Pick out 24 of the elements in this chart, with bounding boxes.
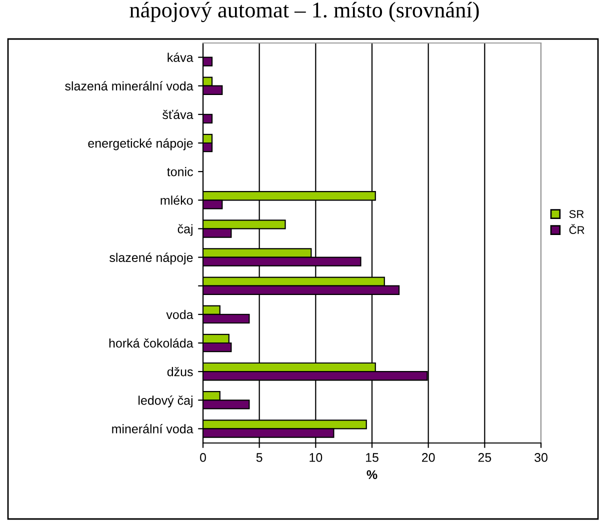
y-tick-label: ledový čaj (138, 396, 192, 408)
x-tick-label: 5 (256, 453, 262, 462)
y-tick-label: voda (166, 310, 194, 320)
x-tick-label: 0 (200, 453, 206, 462)
x-tick-label: 15 (366, 453, 378, 462)
x-tick-label: 25 (478, 453, 492, 462)
y-tick-label: káva (168, 52, 194, 62)
y-tick-label: horká čokoláda (109, 338, 194, 348)
x-tick-label: 30 (534, 453, 548, 462)
chart-title: nápojový automat – 1. místo (srovnání) (130, 2, 479, 22)
y-tick-label: slazené nápoje (110, 252, 193, 264)
legend-label: SR (569, 210, 584, 218)
x-tick-label: 10 (310, 453, 322, 462)
y-tick-label: energetické nápoje (88, 138, 193, 150)
y-tick-label: mléko (160, 195, 193, 205)
x-axis-title: % (366, 470, 378, 480)
y-tick-label: tonic (167, 167, 193, 176)
y-tick-label: minerální voda (112, 424, 194, 434)
y-tick-label: čaj (178, 224, 192, 236)
y-tick-label: šťáva (162, 110, 194, 120)
x-tick-label: 20 (422, 453, 435, 462)
y-tick-label: džus (167, 367, 193, 376)
legend-label: ČR (569, 224, 584, 234)
y-tick-label: slazená minerální voda (65, 81, 194, 91)
